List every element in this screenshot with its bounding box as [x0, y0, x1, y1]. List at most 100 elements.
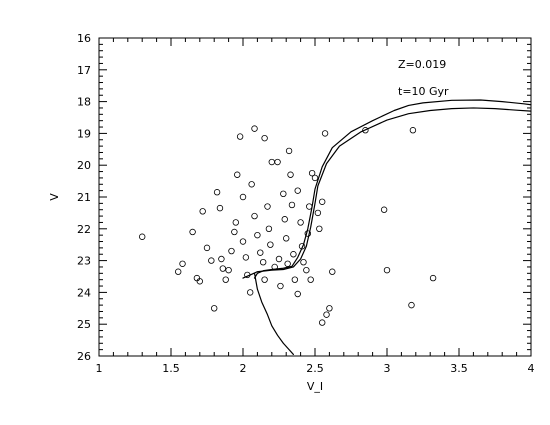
data-point	[287, 171, 294, 178]
data-point	[264, 203, 271, 210]
data-point	[218, 255, 225, 263]
data-point	[326, 305, 333, 312]
data-point	[265, 225, 273, 232]
data-point	[290, 251, 297, 258]
y-tick-label: 20	[77, 159, 91, 172]
data-point	[409, 127, 417, 134]
data-point	[319, 319, 326, 326]
data-point	[208, 257, 215, 264]
data-point	[239, 238, 247, 245]
x-tick-label: 2	[240, 362, 247, 375]
x-axis-label: V_I	[307, 380, 323, 393]
data-point	[219, 265, 227, 272]
data-point	[294, 290, 301, 298]
data-point	[236, 133, 244, 140]
data-point	[216, 204, 224, 212]
data-point	[242, 254, 250, 261]
isochrone-line-2	[242, 107, 532, 279]
y-tick-label: 19	[77, 127, 91, 140]
data-point	[329, 268, 336, 275]
data-point	[275, 255, 283, 263]
data-point	[429, 274, 437, 282]
data-point	[308, 169, 316, 177]
y-tick-label: 26	[77, 350, 91, 363]
data-point	[283, 235, 290, 242]
data-point	[323, 311, 330, 318]
data-point	[203, 244, 211, 252]
metallicity-annotation: Z=0.019	[398, 58, 446, 71]
data-point	[246, 289, 254, 296]
data-point	[285, 147, 293, 155]
y-tick-label: 25	[77, 318, 91, 331]
data-point	[280, 190, 287, 198]
data-point	[251, 125, 258, 132]
data-point	[311, 174, 319, 182]
data-point	[362, 127, 369, 134]
y-tick-label: 24	[77, 286, 91, 299]
data-point	[298, 243, 306, 250]
data-point	[232, 219, 239, 226]
data-point	[274, 158, 281, 166]
data-point	[304, 230, 311, 237]
data-point	[213, 189, 221, 196]
data-point	[271, 263, 278, 271]
data-point	[383, 266, 391, 274]
data-point	[231, 228, 238, 236]
data-point	[297, 219, 304, 226]
data-point	[196, 278, 203, 285]
data-point	[267, 241, 274, 248]
data-point	[291, 276, 299, 283]
data-point	[210, 305, 218, 312]
x-tick-label: 2.5	[306, 362, 324, 375]
y-axis-label: V	[48, 193, 61, 201]
data-point	[199, 208, 206, 215]
data-point	[321, 130, 329, 137]
data-point	[316, 225, 323, 232]
data-point	[380, 206, 388, 213]
x-tick-label: 4	[528, 362, 535, 375]
data-point	[303, 266, 310, 274]
data-point	[300, 258, 307, 266]
data-point	[222, 276, 229, 283]
data-point	[239, 193, 247, 201]
data-point	[244, 271, 251, 279]
data-point	[174, 268, 182, 275]
data-point	[408, 301, 415, 309]
data-point	[294, 187, 301, 194]
y-tick-label: 16	[77, 32, 91, 45]
data-point	[189, 228, 196, 236]
isochrone-line-1	[253, 99, 532, 279]
x-tick-label: 1.5	[162, 362, 180, 375]
data-point	[234, 171, 241, 178]
data-point	[228, 247, 235, 255]
data-point	[179, 260, 186, 267]
y-tick-label: 23	[77, 255, 91, 268]
y-tick-label: 22	[77, 223, 91, 236]
data-point	[225, 266, 232, 274]
data-point	[254, 231, 261, 239]
data-point	[307, 276, 314, 283]
data-point	[284, 260, 291, 267]
y-tick-label: 17	[77, 64, 91, 77]
x-tick-label: 1	[96, 362, 103, 375]
data-point	[306, 203, 313, 210]
data-point	[257, 249, 264, 256]
data-point	[277, 282, 284, 290]
data-point	[138, 233, 146, 240]
data-point	[288, 201, 296, 209]
age-annotation: t=10 Gyr	[398, 85, 449, 98]
data-point	[261, 276, 268, 283]
data-point	[314, 209, 322, 217]
data-point	[261, 134, 268, 142]
data-point	[259, 258, 267, 266]
data-point	[251, 212, 258, 220]
x-tick-label: 3.5	[450, 362, 468, 375]
x-tick-label: 3	[384, 362, 391, 375]
data-point	[319, 198, 326, 205]
y-tick-label: 18	[77, 96, 91, 109]
isochrone-line-3	[253, 272, 294, 356]
data-point	[281, 216, 288, 223]
